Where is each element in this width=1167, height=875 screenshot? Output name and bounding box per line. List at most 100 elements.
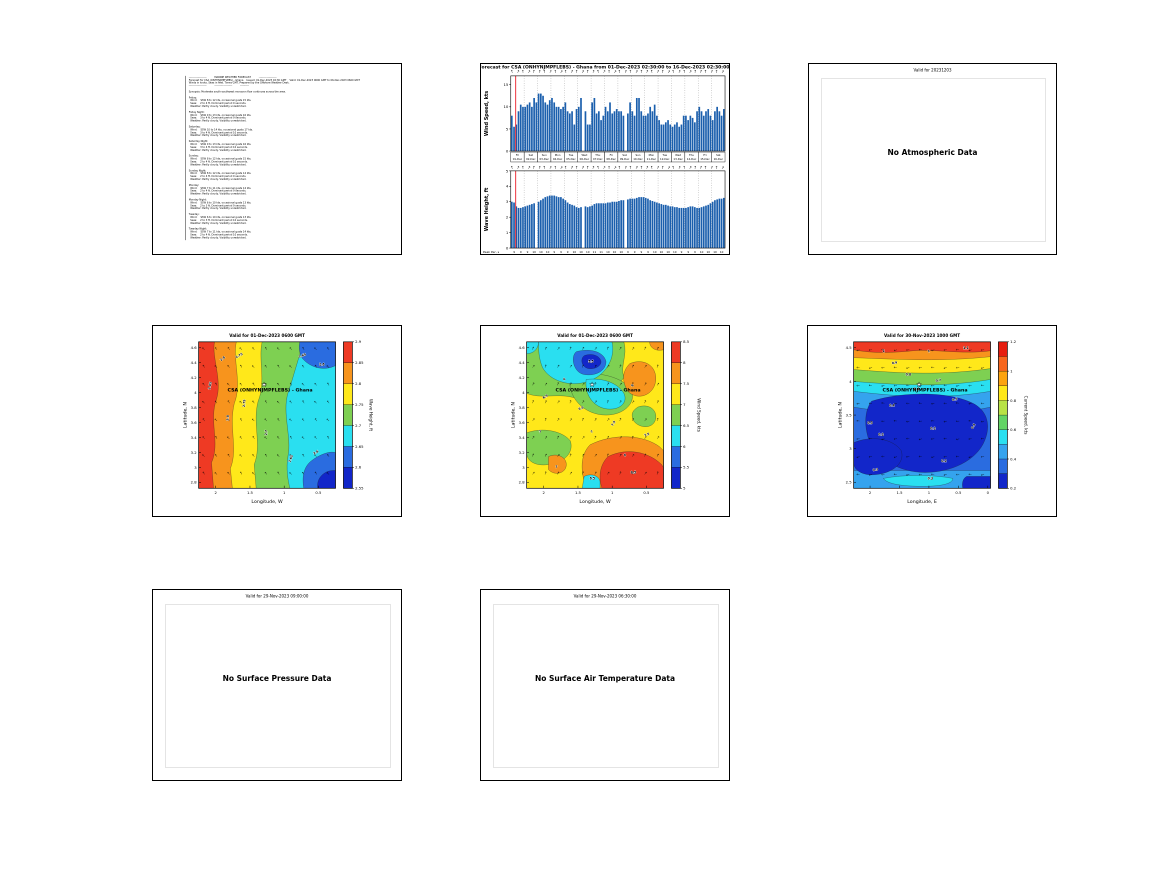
colorbar: 1.2 1 0.8 0.6 0.4 0.2: [998, 340, 1017, 491]
svg-text:Seas: 3 to 4 ft. Dominant p: Seas: 3 to 4 ft. Dominant period 10 seco…: [189, 145, 248, 149]
svg-text:↑: ↑: [918, 473, 923, 477]
svg-text:3.2: 3.2: [191, 451, 198, 455]
forecast-text-panel: -------------------- MARINE WEATHER FORE…: [152, 63, 402, 255]
svg-text:↑: ↑: [605, 399, 610, 405]
svg-text:Wind: SSW 9 to 13 kts, occa: Wind: SSW 9 to 13 kts, occasional gusts …: [189, 113, 252, 117]
svg-text:↑: ↑: [301, 452, 306, 458]
svg-text:↑: ↑: [605, 381, 610, 387]
svg-text:↑: ↑: [655, 470, 660, 476]
svg-text:↑: ↑: [855, 437, 860, 441]
svg-text:Sunday:: Sunday:: [189, 154, 199, 158]
svg-text:Winds in knots. Seas in feet.: Winds in knots. Seas in feet. Times GMT.…: [189, 81, 290, 85]
station-marker-star: ★: [589, 381, 594, 388]
svg-text:↑: ↑: [699, 69, 704, 75]
svg-text:↑: ↑: [980, 437, 985, 441]
svg-text:↑: ↑: [568, 363, 574, 369]
colorbar-label: Current Speed, kts: [1023, 396, 1028, 435]
svg-text:↑: ↑: [880, 455, 885, 459]
svg-text:10: 10: [606, 250, 610, 254]
svg-text:↑: ↑: [591, 165, 596, 171]
svg-text:↑: ↑: [643, 434, 648, 440]
svg-text:↑: ↑: [634, 165, 639, 171]
svg-text:↑: ↑: [955, 419, 960, 423]
svg-text:↑: ↑: [313, 417, 318, 423]
wind-wave-chart: Forecast for CSA (ONHYNJMPFLEBS) - Ghana…: [481, 65, 729, 254]
svg-text:↑: ↑: [905, 473, 911, 478]
svg-text:Tuesday Night:: Tuesday Night:: [189, 227, 207, 231]
svg-text:--------------------: -------------------- -------------------…: [189, 85, 249, 88]
svg-text:↑: ↑: [201, 470, 206, 476]
svg-text:1: 1: [283, 491, 286, 495]
svg-text:↑: ↑: [918, 419, 923, 423]
svg-text:1: 1: [506, 230, 509, 235]
svg-text:Weather: Partly cloudy. Visibi: Weather: Partly cloudy. Visibility unres…: [189, 162, 247, 166]
svg-text:↑: ↑: [855, 455, 861, 460]
svg-text:↑: ↑: [677, 165, 682, 171]
svg-text:↑: ↑: [238, 399, 244, 405]
svg-text:↑: ↑: [980, 366, 986, 371]
svg-text:↑: ↑: [655, 363, 660, 369]
svg-text:↑: ↑: [568, 452, 573, 458]
svg-text:10: 10: [720, 250, 724, 254]
svg-text:10: 10: [707, 250, 711, 254]
no-atmospheric-data-panel: Valid for 20231203 No Atmospheric Data: [808, 63, 1057, 255]
svg-text:Mon: Mon: [649, 153, 655, 157]
wave-height-map-panel: Valid for 01-Dec-2023 0600 GMT ↑ ↑ ↑ ↑ ↑ ↑ ↑ ↑ ↑…: [152, 325, 402, 517]
svg-text:↑: ↑: [580, 399, 585, 405]
svg-text:9: 9: [640, 250, 642, 254]
svg-text:↑: ↑: [238, 453, 244, 459]
svg-text:↑: ↑: [905, 437, 910, 441]
svg-text:6: 6: [683, 445, 686, 449]
svg-text:↑: ↑: [325, 399, 331, 405]
svg-text:↑: ↑: [942, 473, 948, 478]
svg-text:↑: ↑: [905, 419, 911, 424]
svg-text:↑: ↑: [602, 165, 607, 171]
svg-text:↑: ↑: [666, 165, 672, 171]
svg-text:Monday Night:: Monday Night:: [189, 197, 207, 201]
svg-text:3.8: 3.8: [191, 406, 198, 410]
svg-text:↑: ↑: [682, 69, 686, 74]
svg-text:↑: ↑: [930, 348, 936, 353]
svg-text:↑: ↑: [630, 363, 635, 369]
svg-text:↑: ↑: [980, 401, 985, 405]
svg-text:1.2: 1.2: [1010, 340, 1017, 344]
svg-text:0.3: 0.3: [872, 467, 878, 472]
svg-text:12-Dec: 12-Dec: [660, 157, 670, 161]
svg-text:Thu: Thu: [595, 153, 600, 157]
station-label: CSA (ONHYNJMPFLEBS) - Ghana: [228, 387, 313, 393]
svg-text:10: 10: [700, 250, 704, 254]
chart-title: Forecast for CSA (ONHYNJMPFLEBS) - Ghana…: [481, 65, 729, 71]
svg-text:3.8: 3.8: [519, 406, 526, 410]
svg-text:4.4: 4.4: [191, 361, 198, 365]
svg-text:↑: ↑: [201, 435, 207, 441]
svg-text:3.6: 3.6: [519, 421, 526, 425]
map-axes: 4.6 4.4 4.2 4 3.8 3.6 3.4 3.2 3 2.8 2 1.5 1 0.5: [519, 346, 650, 495]
svg-text:2.65: 2.65: [355, 445, 364, 449]
svg-text:2.8: 2.8: [519, 481, 526, 485]
svg-text:0.3: 0.3: [928, 477, 933, 481]
svg-text:↑: ↑: [918, 348, 923, 352]
svg-text:↑: ↑: [288, 452, 294, 458]
svg-text:↑: ↑: [868, 401, 873, 405]
svg-text:10: 10: [532, 250, 536, 254]
svg-text:↑: ↑: [531, 417, 537, 423]
plot-frame: [165, 604, 391, 768]
svg-text:↑: ↑: [568, 470, 574, 476]
svg-text:↑: ↑: [213, 364, 219, 370]
svg-text:↑: ↑: [543, 452, 548, 458]
svg-text:↑: ↑: [955, 348, 960, 352]
svg-text:↑: ↑: [905, 366, 911, 371]
svg-text:↑: ↑: [531, 345, 536, 351]
svg-text:Tue: Tue: [569, 153, 574, 157]
svg-text:↑: ↑: [643, 470, 649, 476]
no-data-message: No Atmospheric Data: [887, 148, 978, 157]
svg-text:↑: ↑: [655, 165, 660, 171]
svg-text:↑: ↑: [893, 455, 899, 460]
svg-text:0: 0: [506, 148, 509, 153]
svg-text:↑: ↑: [226, 417, 232, 423]
svg-text:10: 10: [586, 250, 590, 254]
svg-text:↑: ↑: [967, 401, 973, 406]
svg-text:↑: ↑: [531, 452, 536, 458]
svg-text:9: 9: [634, 250, 636, 254]
svg-text:↑: ↑: [301, 399, 306, 405]
